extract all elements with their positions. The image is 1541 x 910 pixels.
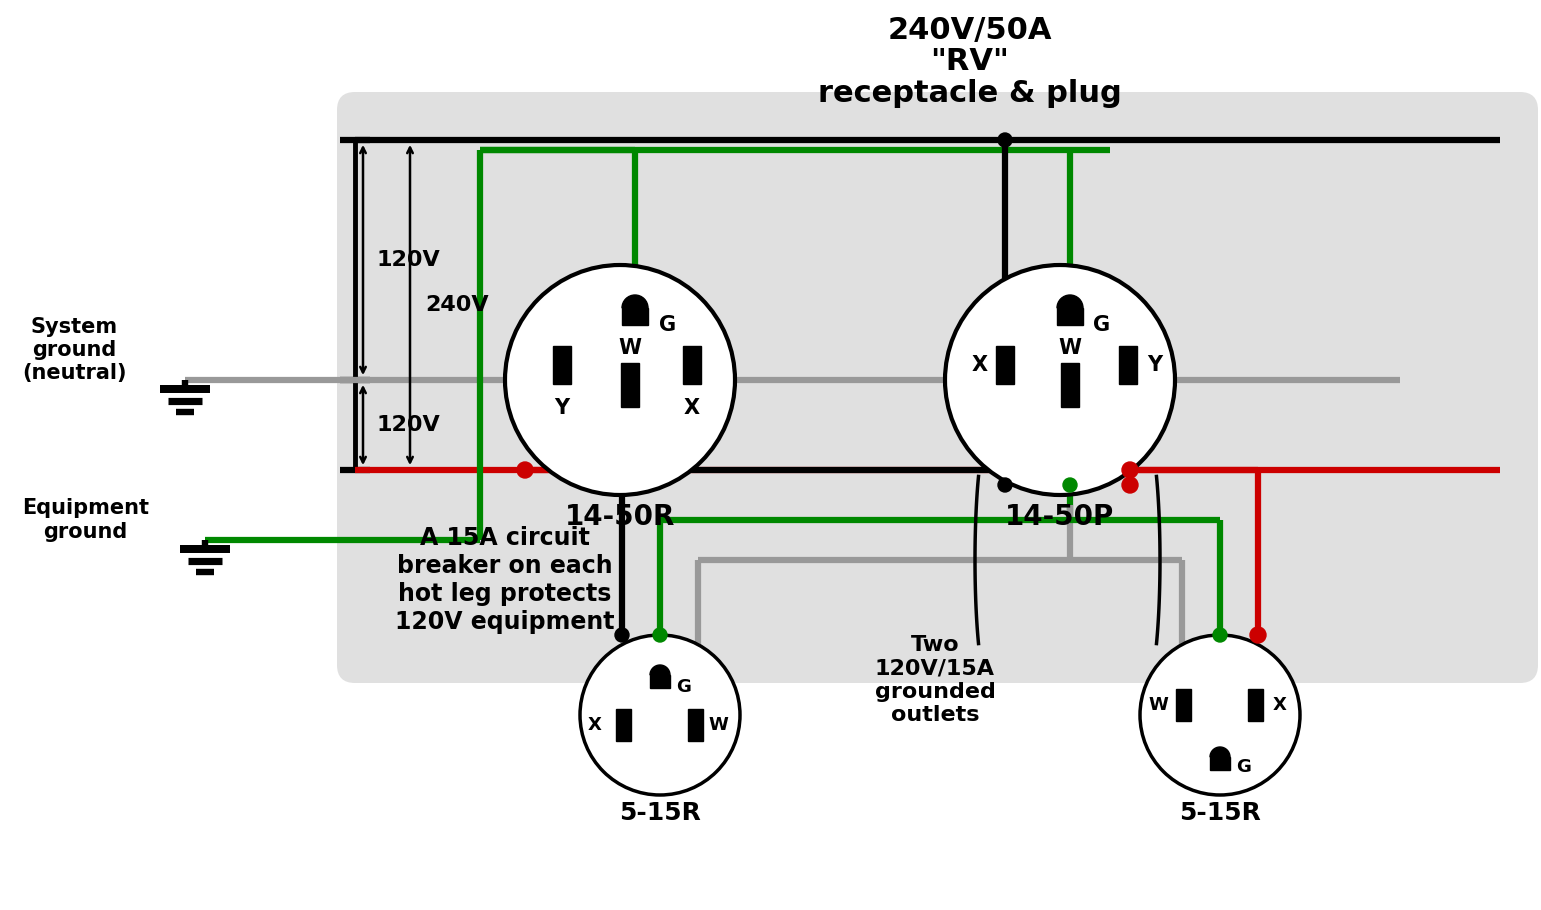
Text: A 15A circuit
breaker on each
hot leg protects
120V equipment: A 15A circuit breaker on each hot leg pr… [394,526,615,633]
Bar [1176,689,1191,721]
Wedge shape [623,295,649,308]
Text: 120V: 120V [378,415,441,435]
Bar [683,346,701,384]
Text: Y: Y [1148,355,1162,375]
Bar [621,363,640,407]
Circle shape [999,133,1012,147]
Text: 240V/50A: 240V/50A [888,15,1053,45]
Bar [995,346,1014,384]
Text: Equipment
ground: Equipment ground [22,499,149,541]
Circle shape [1250,627,1267,643]
Bar [1119,346,1137,384]
Text: 120V: 120V [378,250,441,270]
Text: 240V: 240V [425,295,488,315]
Text: Two
120V/15A
grounded
outlets: Two 120V/15A grounded outlets [875,635,995,724]
Bar [616,709,632,741]
Text: 14-50P: 14-50P [1005,503,1114,531]
Circle shape [1213,628,1227,642]
Text: X: X [589,716,603,734]
Bar [689,709,704,741]
Circle shape [999,478,1012,492]
FancyBboxPatch shape [337,92,1538,683]
Text: "RV": "RV" [931,47,1009,76]
Wedge shape [650,665,670,675]
Circle shape [1140,635,1301,795]
Bar [650,675,670,688]
Text: receptacle & plug: receptacle & plug [818,79,1122,108]
Text: X: X [1273,696,1287,714]
Text: G: G [676,678,692,696]
Text: X: X [684,398,700,418]
Bar [553,346,572,384]
Circle shape [516,462,533,478]
Text: W: W [707,716,727,734]
Bar [1062,363,1079,407]
Circle shape [1063,478,1077,492]
Text: G: G [1236,758,1251,776]
Text: Y: Y [555,398,570,418]
Text: X: X [972,355,988,375]
Text: G: G [660,315,676,335]
Text: System
ground
(neutral): System ground (neutral) [22,317,126,383]
Bar [1057,308,1083,325]
Wedge shape [1057,295,1083,308]
Text: 5-15R: 5-15R [619,801,701,825]
Circle shape [653,628,667,642]
Circle shape [945,265,1174,495]
Circle shape [1122,462,1137,478]
Bar [623,308,649,325]
Wedge shape [1210,747,1230,757]
Text: W: W [618,338,641,358]
Text: G: G [1094,315,1111,335]
Text: 14-50R: 14-50R [566,503,675,531]
Text: 5-15R: 5-15R [1179,801,1261,825]
Bar [1248,689,1264,721]
Circle shape [505,265,735,495]
Circle shape [615,628,629,642]
Bar [1210,757,1230,770]
Text: W: W [1148,696,1168,714]
Text: W: W [1059,338,1082,358]
Circle shape [1122,477,1137,493]
Circle shape [579,635,740,795]
